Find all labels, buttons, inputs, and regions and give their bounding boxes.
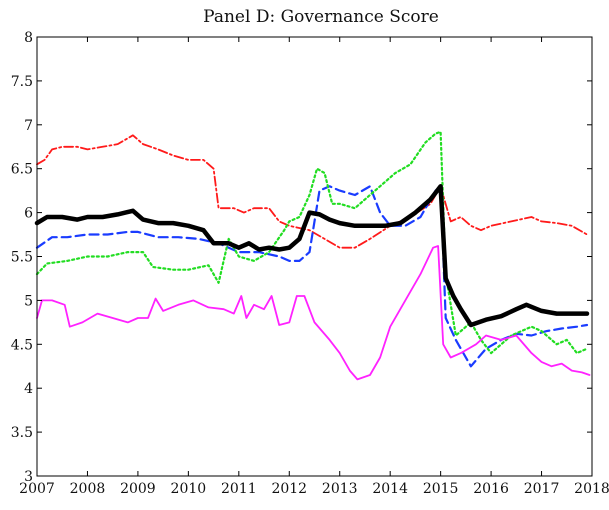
- x-tick-label: 2014: [372, 481, 408, 497]
- series-line-1: [36, 134, 588, 249]
- x-tick-label: 2015: [423, 481, 459, 497]
- series-layer: [34, 130, 591, 381]
- y-tick-label: 3: [24, 469, 33, 485]
- x-tick-label: 2011: [221, 481, 257, 497]
- y-tick-label: 5: [24, 293, 33, 309]
- y-tick-label: 8: [24, 30, 33, 46]
- x-axis: 2007 2008 2009 2010 2011 2012 2013 2014 2015 2016…: [19, 37, 609, 497]
- x-tick-label: 2013: [322, 481, 358, 497]
- x-tick-label: 2017: [524, 481, 560, 497]
- x-tick-label: 2016: [473, 481, 509, 497]
- x-tick-label: 2007: [19, 481, 55, 497]
- x-tick-label: 2018: [574, 481, 609, 497]
- y-axis: 3 3.5 4 4.5 5 5.5 6 6.5 7 7.5 8: [11, 30, 592, 485]
- x-tick-label: 2010: [171, 481, 207, 497]
- y-tick-label: 6: [24, 206, 33, 222]
- y-tick-label: 7: [24, 118, 33, 134]
- series-line-2: [35, 185, 589, 368]
- y-tick-label: 7.5: [11, 74, 33, 90]
- plot-frame: [36, 36, 593, 477]
- y-tick-label: 4: [24, 381, 33, 397]
- y-tick-label: 6.5: [11, 162, 33, 178]
- y-tick-label: 5.5: [11, 250, 33, 266]
- x-tick-label: 2012: [271, 481, 307, 497]
- series-line-3: [35, 130, 589, 355]
- series-line-4: [36, 245, 591, 381]
- chart-title: Panel D: Governance Score: [203, 7, 439, 27]
- y-tick-label: 4.5: [11, 337, 33, 353]
- y-tick-label: 3.5: [11, 425, 33, 441]
- x-tick-label: 2008: [70, 481, 106, 497]
- series-line-5: [34, 184, 590, 328]
- x-tick-label: 2009: [120, 481, 156, 497]
